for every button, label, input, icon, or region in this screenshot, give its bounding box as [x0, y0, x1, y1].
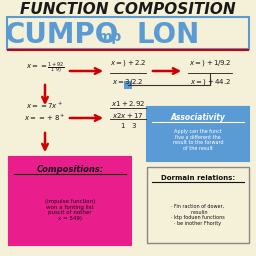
Text: FUNCTION COMPOSITION: FUNCTION COMPOSITION — [20, 3, 236, 17]
FancyBboxPatch shape — [7, 17, 249, 49]
FancyBboxPatch shape — [147, 167, 249, 243]
Text: $x==+8^+$: $x==+8^+$ — [24, 113, 66, 123]
Text: $x=3/2.2$: $x=3/2.2$ — [112, 77, 144, 87]
Text: $x1+2.92$: $x1+2.92$ — [111, 100, 145, 109]
FancyBboxPatch shape — [124, 81, 132, 89]
Text: 3: 3 — [132, 123, 136, 129]
Text: $x==7x^+$: $x==7x^+$ — [26, 101, 63, 111]
Text: $x==\frac{1+92}{1\ 9)}$: $x==\frac{1+92}{1\ 9)}$ — [26, 61, 65, 75]
Text: Apply can the funct
five a different the
result to the forward
of the result: Apply can the funct five a different the… — [173, 129, 223, 151]
Text: CUMPO: CUMPO — [5, 21, 119, 49]
Text: $x2x+17$: $x2x+17$ — [112, 111, 144, 120]
Text: Associativity: Associativity — [170, 113, 226, 123]
FancyBboxPatch shape — [9, 157, 131, 245]
Text: 1: 1 — [120, 123, 124, 129]
Text: (impulse function)
won a fonting list
puscit of nother
x = 549): (impulse function) won a fonting list pu… — [45, 199, 95, 221]
Text: Compositions:: Compositions: — [36, 165, 104, 175]
Text: LON: LON — [136, 21, 200, 49]
Text: · Fin raction of dower,
  resulin
· ktp foduen functions
· be inother Fhority: · Fin raction of dower, resulin · ktp fo… — [171, 204, 225, 226]
Text: mp: mp — [98, 30, 122, 44]
Text: $x=)+2.2$: $x=)+2.2$ — [110, 58, 146, 68]
FancyBboxPatch shape — [147, 107, 249, 161]
Text: $x=)+44.2$: $x=)+44.2$ — [190, 77, 230, 87]
Text: Dormain relations:: Dormain relations: — [161, 175, 235, 181]
Text: $x=)+1/9.2$: $x=)+1/9.2$ — [189, 58, 231, 68]
